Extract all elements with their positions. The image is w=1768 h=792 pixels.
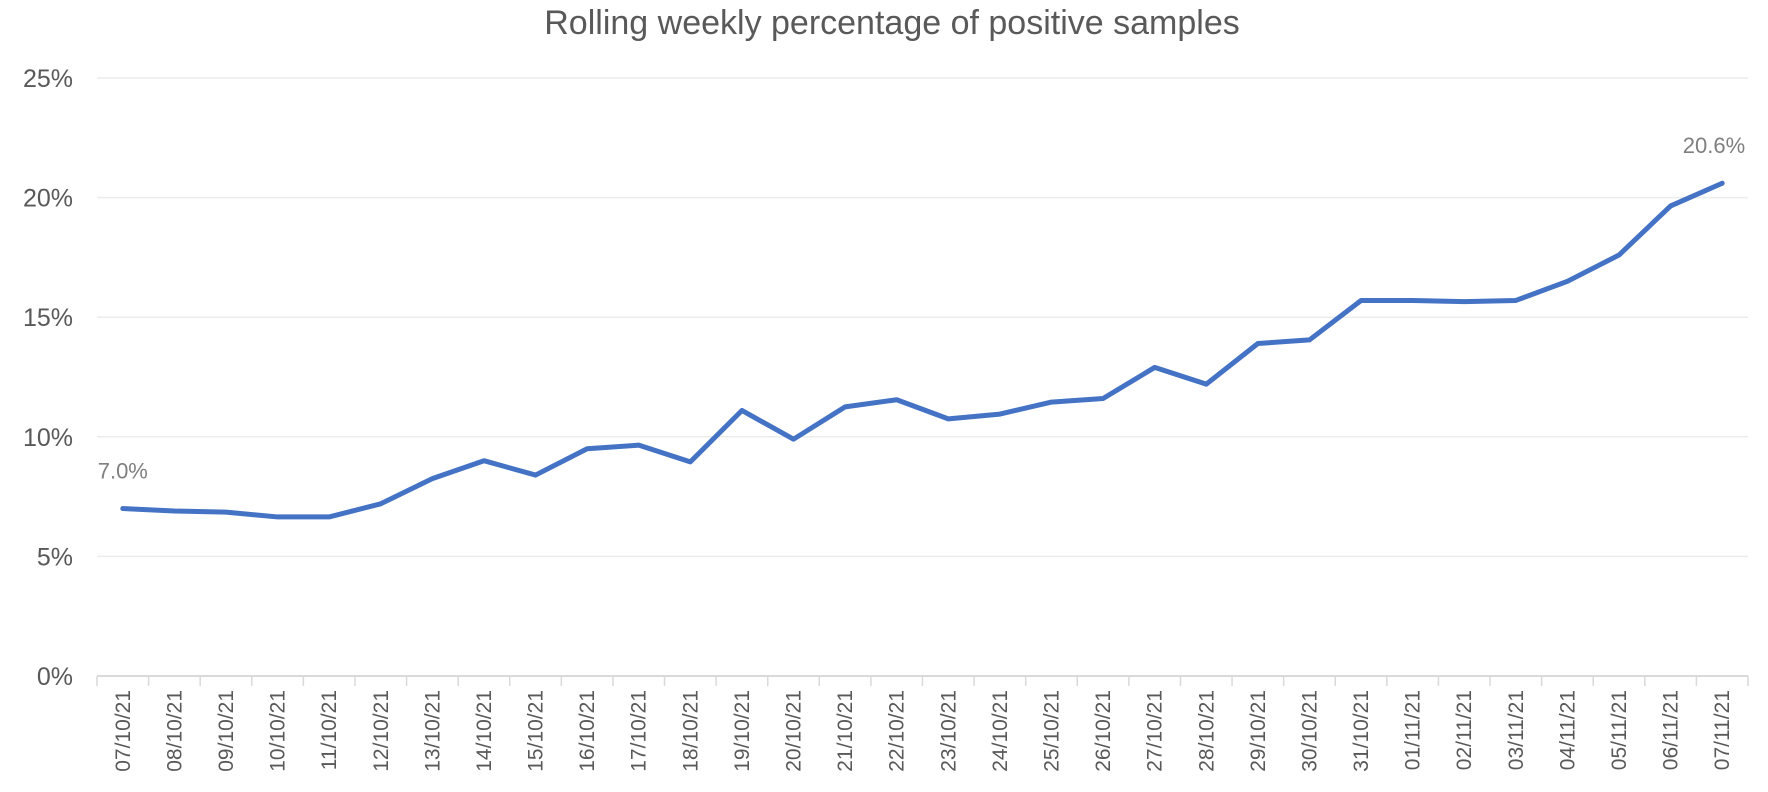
x-tick-label: 10/10/21 bbox=[267, 690, 290, 772]
y-tick-label: 5% bbox=[37, 543, 73, 571]
x-tick-label: 09/10/21 bbox=[215, 690, 238, 772]
x-tick-label: 25/10/21 bbox=[1040, 690, 1063, 772]
data-label: 7.0% bbox=[98, 459, 148, 484]
x-tick-label: 06/11/21 bbox=[1660, 690, 1683, 770]
x-tick-label: 07/10/21 bbox=[112, 690, 135, 772]
data-label: 20.6% bbox=[1683, 133, 1745, 158]
x-tick-label: 11/10/21 bbox=[318, 690, 341, 770]
x-tick-label: 24/10/21 bbox=[989, 690, 1012, 772]
x-tick-label: 20/10/21 bbox=[783, 690, 806, 772]
x-tick-label: 03/11/21 bbox=[1505, 690, 1528, 770]
x-tick-label: 28/10/21 bbox=[1195, 690, 1218, 772]
x-tick-label: 29/10/21 bbox=[1247, 690, 1270, 772]
x-tick-label: 12/10/21 bbox=[370, 690, 393, 772]
x-tick-label: 16/10/21 bbox=[576, 690, 599, 772]
x-tick-label: 31/10/21 bbox=[1350, 690, 1373, 772]
y-tick-label: 0% bbox=[37, 663, 73, 691]
y-tick-label: 15% bbox=[23, 304, 73, 332]
y-tick-label: 10% bbox=[23, 424, 73, 452]
x-tick-label: 23/10/21 bbox=[937, 690, 960, 772]
y-tick-label: 25% bbox=[23, 65, 73, 93]
x-tick-label: 05/11/21 bbox=[1608, 690, 1631, 770]
x-tick-label: 02/11/21 bbox=[1453, 690, 1476, 770]
x-tick-label: 22/10/21 bbox=[886, 690, 909, 772]
x-tick-label: 08/10/21 bbox=[163, 690, 186, 772]
x-tick-label: 04/11/21 bbox=[1556, 690, 1579, 770]
x-tick-label: 18/10/21 bbox=[679, 690, 702, 772]
x-tick-label: 14/10/21 bbox=[473, 690, 496, 772]
chart-title: Rolling weekly percentage of positive sa… bbox=[544, 4, 1239, 42]
x-tick-label: 07/11/21 bbox=[1711, 690, 1734, 770]
x-tick-label: 19/10/21 bbox=[731, 690, 754, 772]
x-tick-label: 17/10/21 bbox=[628, 690, 651, 772]
x-tick-label: 21/10/21 bbox=[834, 690, 857, 772]
x-tick-label: 15/10/21 bbox=[525, 690, 548, 772]
line bbox=[120, 180, 1725, 520]
x-tick-label: 26/10/21 bbox=[1092, 690, 1115, 772]
x-tick-label: 27/10/21 bbox=[1144, 690, 1167, 772]
y-tick-label: 20% bbox=[23, 185, 73, 213]
x-tick-label: 01/11/21 bbox=[1402, 690, 1425, 770]
x-tick-label: 13/10/21 bbox=[421, 690, 444, 772]
x-tick-label: 30/10/21 bbox=[1298, 690, 1321, 772]
